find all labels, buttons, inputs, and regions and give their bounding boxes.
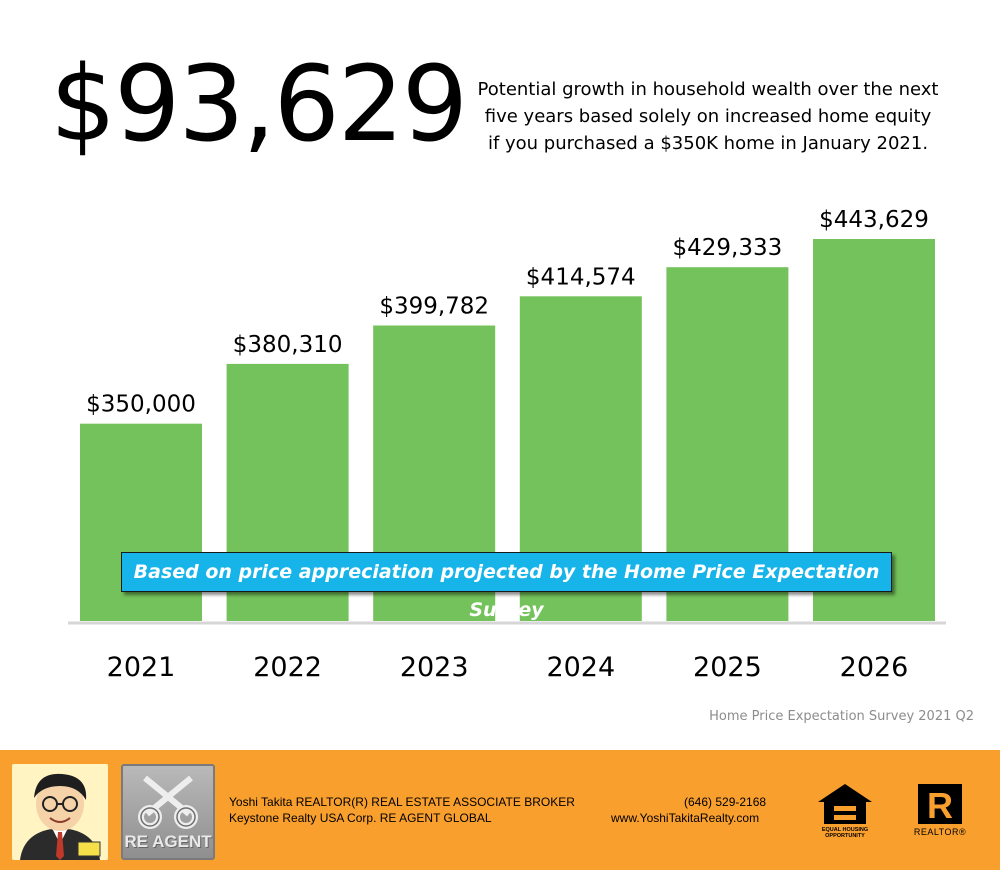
keys-icon (138, 775, 198, 829)
value-label-2023: $399,782 (379, 294, 489, 320)
x-tick-2023: 2023 (400, 652, 469, 683)
svg-text:R: R (927, 785, 953, 825)
subtitle-line-2: five years based solely on increased hom… (484, 106, 932, 127)
survey-note-banner: Based on price appreciation projected by… (121, 552, 892, 621)
re-agent-logo-text: RE AGENT (124, 832, 212, 851)
subtitle-line-1: Potential growth in household wealth ove… (477, 79, 939, 100)
agent-company: Keystone Realty USA Corp. RE AGENT GLOBA… (229, 811, 492, 825)
re-agent-logo: RE AGENT (121, 764, 215, 860)
x-tick-2021: 2021 (107, 652, 176, 683)
realtor-logo: R REALTOR® (913, 783, 967, 839)
agent-footer: RE AGENT Yoshi Takita REALTOR(R) REAL ES… (0, 750, 1000, 870)
agent-name: Yoshi Takita REALTOR(R) REAL ESTATE ASSO… (229, 795, 575, 809)
x-tick-2024: 2024 (546, 652, 615, 683)
equal-housing-icon (818, 784, 872, 824)
x-tick-2022: 2022 (253, 652, 322, 683)
subtitle: Potential growth in household wealth ove… (468, 76, 948, 157)
realtor-icon: R (918, 784, 962, 826)
source-credit: Home Price Expectation Survey 2021 Q2 (709, 709, 974, 724)
caricature-portrait-icon (12, 764, 108, 860)
value-label-2025: $429,333 (673, 235, 783, 261)
agent-website-link[interactable]: www.YoshiTakitaRealty.com (611, 811, 760, 825)
realtor-text: REALTOR® (913, 827, 967, 837)
value-label-2024: $414,574 (526, 264, 636, 290)
equal-housing-text: EQUAL HOUSING OPPORTUNITY (821, 827, 869, 839)
x-tick-labels: 2021 2022 2023 2024 2025 2026 (107, 652, 909, 683)
equal-housing-logo: EQUAL HOUSING OPPORTUNITY (814, 782, 876, 840)
x-tick-2025: 2025 (693, 652, 762, 683)
subtitle-line-3: if you purchased a $350K home in January… (487, 133, 929, 154)
x-tick-2026: 2026 (840, 652, 909, 683)
value-labels: $350,000 $380,310 $399,782 $414,574 $429,333… (86, 207, 929, 418)
agent-phone[interactable]: (646) 529-2168 (684, 795, 767, 809)
value-label-2021: $350,000 (86, 392, 196, 418)
value-label-2022: $380,310 (233, 332, 343, 358)
headline-amount: $93,629 (50, 43, 468, 165)
value-label-2026: $443,629 (819, 207, 929, 233)
